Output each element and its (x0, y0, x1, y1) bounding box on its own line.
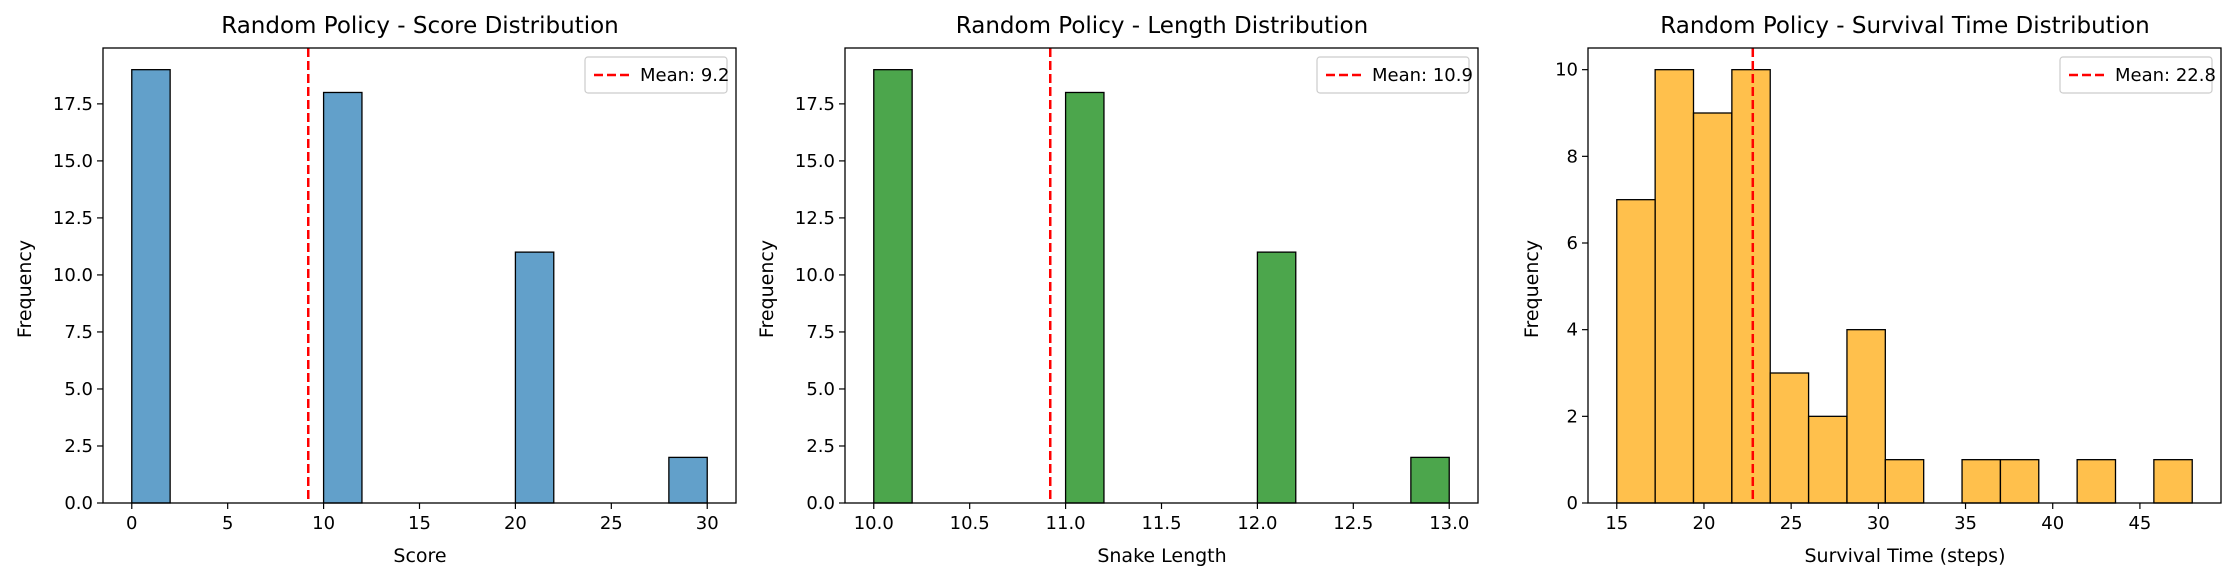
legend: Mean: 10.9 (1316, 56, 1473, 94)
x-axis-label: Survival Time (steps) (1804, 545, 2005, 567)
axes-frame (1587, 47, 2222, 504)
y-tick-label: 4 (1567, 320, 1578, 341)
tick-labels: 0 5 10 15 20 25 30 0.0 2.5 5.0 7.5 10.0 12.5 15.0 17.5 (53, 94, 719, 534)
histogram-bar (2076, 459, 2117, 504)
x-axis-label: Snake Length (1097, 545, 1226, 567)
x-tick-label: 5 (222, 513, 233, 534)
histogram-bar (131, 69, 171, 504)
tick-labels: 10.0 10.5 11.0 11.5 12.0 12.5 13.0 0.0 2.5 5.0 7.5… (795, 94, 1469, 534)
x-tick-label: 20 (504, 513, 527, 534)
y-tick-label: 5.0 (64, 379, 93, 400)
histogram-bar (1692, 112, 1733, 504)
histogram-bar (1410, 456, 1450, 504)
y-tick-label: 10.0 (53, 265, 93, 286)
y-tick-label: 6 (1567, 233, 1578, 254)
tick-labels: 15 20 25 30 35 40 45 0 2 4 6 8 10 (1555, 60, 2151, 534)
legend: Mean: 9.2 (584, 56, 729, 94)
histogram-bar (668, 456, 708, 504)
x-tick-label: 12.0 (1237, 513, 1277, 534)
x-tick-label: 15 (408, 513, 431, 534)
histogram-bar (2153, 459, 2193, 504)
x-tick-label: 10 (312, 513, 335, 534)
histogram-bars (102, 47, 737, 504)
x-tick-label: 25 (600, 513, 623, 534)
x-tick-label: 45 (2128, 513, 2151, 534)
y-tick-label: 15.0 (795, 151, 835, 172)
chart-title: Random Policy - Length Distribution (956, 13, 1368, 39)
axes-frame (844, 47, 1479, 504)
histogram-bar (873, 69, 913, 504)
y-tick-label: 0.0 (806, 493, 835, 514)
histogram-bar (1961, 459, 2002, 504)
chart-title: Random Policy - Survival Time Distributi… (1660, 13, 2149, 39)
x-tick-label: 40 (2041, 513, 2064, 534)
x-tick-label: 25 (1780, 513, 1803, 534)
y-tick-label: 0.0 (64, 493, 93, 514)
y-tick-label: 12.5 (795, 208, 835, 229)
chart-panel-score: Random Policy - Score Distribution 0 5 10 1… (14, 13, 737, 567)
histogram-bar (514, 251, 555, 504)
x-axis-label: Score (393, 545, 446, 567)
legend-box (1316, 56, 1470, 94)
x-tick-label: 35 (1954, 513, 1977, 534)
y-tick-label: 8 (1567, 146, 1578, 167)
histogram-bar (1731, 69, 1771, 504)
x-tick-label: 0 (126, 513, 137, 534)
histogram-bar (1064, 91, 1105, 504)
x-tick-label: 15 (1605, 513, 1628, 534)
y-axis-label: Frequency (756, 240, 778, 338)
y-tick-label: 7.5 (64, 322, 93, 343)
y-tick-label: 17.5 (53, 94, 93, 115)
chart-title: Random Policy - Score Distribution (221, 13, 619, 39)
y-tick-label: 7.5 (806, 322, 835, 343)
y-tick-label: 17.5 (795, 94, 835, 115)
x-tick-label: 11.5 (1141, 513, 1181, 534)
histogram-bar (1846, 329, 1886, 504)
x-tick-label: 20 (1693, 513, 1716, 534)
histogram-bar (1654, 69, 1695, 504)
x-tick-label: 11.0 (1046, 513, 1086, 534)
y-axis-label: Frequency (14, 240, 36, 338)
legend-label: Mean: 9.2 (640, 65, 729, 86)
y-tick-label: 5.0 (806, 379, 835, 400)
axes-frame (102, 47, 737, 504)
histogram-bar (322, 91, 363, 504)
y-tick-label: 10.0 (795, 265, 835, 286)
x-tick-label: 30 (1867, 513, 1890, 534)
histogram-bar (1616, 199, 1656, 504)
histogram-bar (1769, 372, 1810, 504)
legend-label: Mean: 10.9 (1372, 65, 1473, 86)
legend-label: Mean: 22.8 (2115, 65, 2216, 86)
histogram-bar (1999, 459, 2040, 504)
chart-panel-length: Random Policy - Length Distribution 10.0… (756, 13, 1479, 567)
x-tick-label: 10.5 (950, 513, 990, 534)
x-tick-label: 10.0 (854, 513, 894, 534)
y-tick-label: 15.0 (53, 151, 93, 172)
histogram-bars (1587, 47, 2222, 504)
y-tick-label: 2 (1567, 406, 1578, 427)
legend-box (2059, 56, 2213, 94)
x-tick-label: 12.5 (1333, 513, 1373, 534)
chart-panel-survival: Random Policy - Survival Time Distributi… (1521, 13, 2222, 567)
legend: Mean: 22.8 (2059, 56, 2216, 94)
histogram-bars (844, 47, 1479, 504)
x-tick-label: 13.0 (1429, 513, 1469, 534)
y-tick-label: 2.5 (64, 436, 93, 457)
y-axis-label: Frequency (1521, 240, 1543, 338)
legend-box (584, 56, 728, 94)
y-tick-label: 12.5 (53, 208, 93, 229)
x-tick-label: 30 (696, 513, 719, 534)
histogram-bar (1256, 251, 1297, 504)
y-tick-label: 2.5 (806, 436, 835, 457)
y-tick-label: 0 (1567, 493, 1578, 514)
histogram-bar (1807, 415, 1848, 504)
y-tick-label: 10 (1555, 60, 1578, 81)
histogram-bar (1884, 459, 1925, 504)
